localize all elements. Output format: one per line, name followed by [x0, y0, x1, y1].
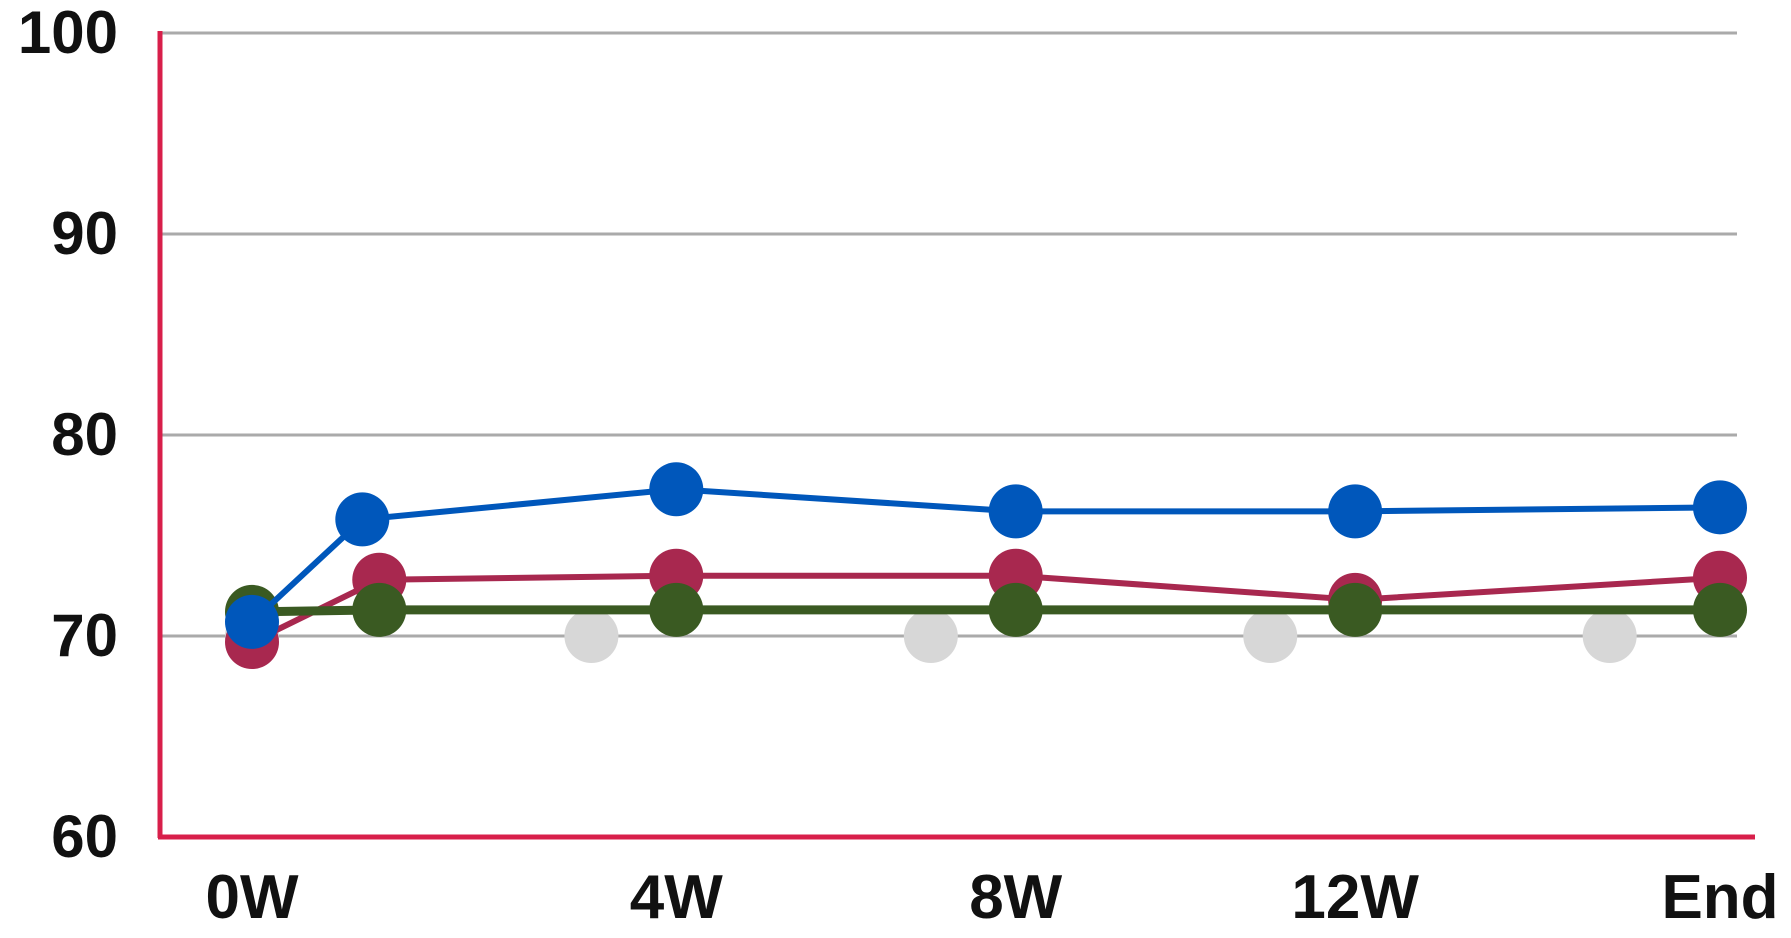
series-3-point-4 — [1328, 484, 1383, 539]
y-tick-label-60: 60 — [51, 803, 118, 870]
x-tick-label-4W: 4W — [630, 863, 723, 932]
series-2-line — [251, 605, 1720, 617]
series-3-point-5 — [1693, 480, 1747, 535]
series-2-point-5 — [1693, 582, 1747, 637]
gridlines — [160, 31, 1737, 638]
x-tick-label-0W: 0W — [206, 863, 299, 932]
series-0-point-4 — [1582, 609, 1637, 663]
x-tick-labels: 0W 4W 8W 12W End — [206, 863, 1779, 932]
y-tick-label-90: 90 — [51, 200, 118, 267]
series-3-point-0 — [225, 594, 279, 649]
series-0-point-3 — [1243, 609, 1298, 663]
x-tick-label-8W: 8W — [969, 863, 1062, 932]
series-2-point-1 — [352, 582, 407, 637]
series-3-point-3 — [988, 484, 1043, 539]
axes — [157, 31, 1755, 840]
series-0-point-1 — [564, 609, 619, 663]
series-2-point-4 — [1328, 582, 1383, 637]
x-tick-label-12W: 12W — [1291, 863, 1419, 932]
series-3-point-1 — [335, 492, 390, 547]
y-tick-labels: 60 70 80 90 100 — [18, 0, 118, 870]
series-3-line — [249, 486, 1721, 625]
series-0-point-2 — [903, 609, 958, 663]
plot-area — [225, 462, 1747, 670]
y-tick-label-100: 100 — [18, 0, 118, 66]
series-2-point-2 — [649, 582, 704, 637]
y-tick-label-70: 70 — [51, 602, 118, 669]
series-2-point-3 — [988, 582, 1043, 637]
y-tick-label-80: 80 — [51, 401, 118, 468]
series-3-point-2 — [649, 462, 704, 517]
x-tick-label-End: End — [1661, 863, 1778, 932]
